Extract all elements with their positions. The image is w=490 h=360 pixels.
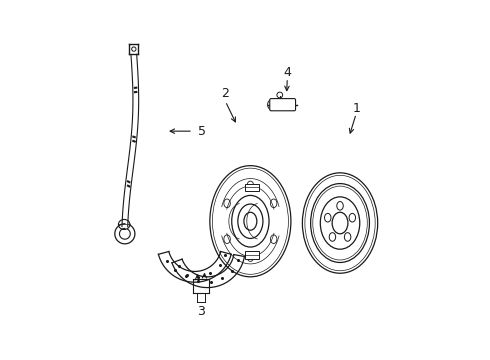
- Bar: [245, 184, 259, 192]
- Text: 4: 4: [283, 66, 291, 79]
- Bar: [245, 251, 259, 259]
- FancyBboxPatch shape: [270, 99, 295, 111]
- Text: 3: 3: [197, 306, 205, 319]
- Text: 1: 1: [352, 102, 360, 115]
- Text: 5: 5: [198, 125, 206, 138]
- Text: 2: 2: [221, 87, 229, 100]
